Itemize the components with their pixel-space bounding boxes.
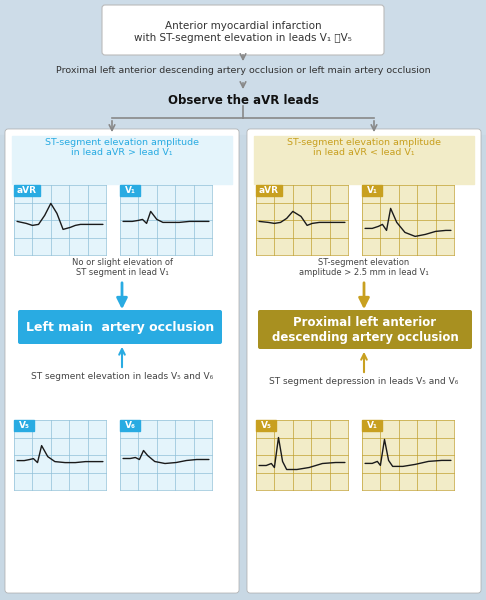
Bar bbox=[120, 420, 212, 490]
Bar bbox=[0, 135, 486, 600]
Bar bbox=[14, 420, 34, 431]
Text: ST-segment elevation
amplitude > 2.5 mm in lead V₁: ST-segment elevation amplitude > 2.5 mm … bbox=[299, 258, 429, 277]
Text: Anterior myocardial infarction: Anterior myocardial infarction bbox=[165, 21, 321, 31]
Text: V₁: V₁ bbox=[366, 421, 378, 430]
Bar bbox=[362, 185, 382, 196]
Text: ST-segment elevation amplitude
in lead aVR > lead V₁: ST-segment elevation amplitude in lead a… bbox=[45, 138, 199, 157]
Bar bbox=[254, 136, 474, 184]
Bar bbox=[120, 185, 140, 196]
Text: V₁: V₁ bbox=[366, 186, 378, 195]
Text: V₆: V₆ bbox=[124, 421, 136, 430]
Bar bbox=[14, 420, 106, 490]
Text: V₅: V₅ bbox=[18, 421, 30, 430]
Bar bbox=[362, 420, 382, 431]
FancyBboxPatch shape bbox=[102, 5, 384, 55]
FancyBboxPatch shape bbox=[247, 129, 481, 593]
Text: Proximal left anterior descending artery occlusion or left main artery occlusion: Proximal left anterior descending artery… bbox=[56, 66, 430, 75]
FancyBboxPatch shape bbox=[18, 310, 222, 344]
Bar bbox=[256, 420, 276, 431]
Bar bbox=[120, 185, 212, 255]
Text: ST segment depression in leads V₅ and V₆: ST segment depression in leads V₅ and V₆ bbox=[269, 377, 459, 386]
Text: ST segment elevation in leads V₅ and V₆: ST segment elevation in leads V₅ and V₆ bbox=[31, 372, 213, 381]
Bar bbox=[0, 0, 486, 135]
Bar bbox=[256, 185, 282, 196]
Bar bbox=[12, 136, 232, 184]
Text: Proximal left anterior
descending artery occlusion: Proximal left anterior descending artery… bbox=[272, 316, 458, 344]
Bar bbox=[8, 132, 236, 590]
Text: V₅: V₅ bbox=[260, 421, 272, 430]
Bar bbox=[14, 185, 106, 255]
Bar bbox=[362, 185, 454, 255]
Bar bbox=[250, 132, 478, 590]
FancyBboxPatch shape bbox=[258, 310, 472, 349]
Text: ST-segment elevation amplitude
in lead aVR < lead V₁: ST-segment elevation amplitude in lead a… bbox=[287, 138, 441, 157]
Bar bbox=[14, 185, 40, 196]
Bar bbox=[362, 420, 454, 490]
Text: with ST-segment elevation in leads V₁ ～V₅: with ST-segment elevation in leads V₁ ～V… bbox=[134, 33, 352, 43]
Text: V₁: V₁ bbox=[124, 186, 136, 195]
FancyBboxPatch shape bbox=[5, 129, 239, 593]
Text: aVR: aVR bbox=[259, 186, 279, 195]
Text: No or slight elevation of
ST segment in lead V₁: No or slight elevation of ST segment in … bbox=[71, 258, 173, 277]
Bar bbox=[256, 420, 348, 490]
Bar bbox=[120, 420, 140, 431]
Text: aVR: aVR bbox=[17, 186, 37, 195]
Bar bbox=[256, 185, 348, 255]
Text: Observe the aVR leads: Observe the aVR leads bbox=[168, 94, 318, 107]
Text: Left main  artery occlusion: Left main artery occlusion bbox=[26, 320, 214, 334]
